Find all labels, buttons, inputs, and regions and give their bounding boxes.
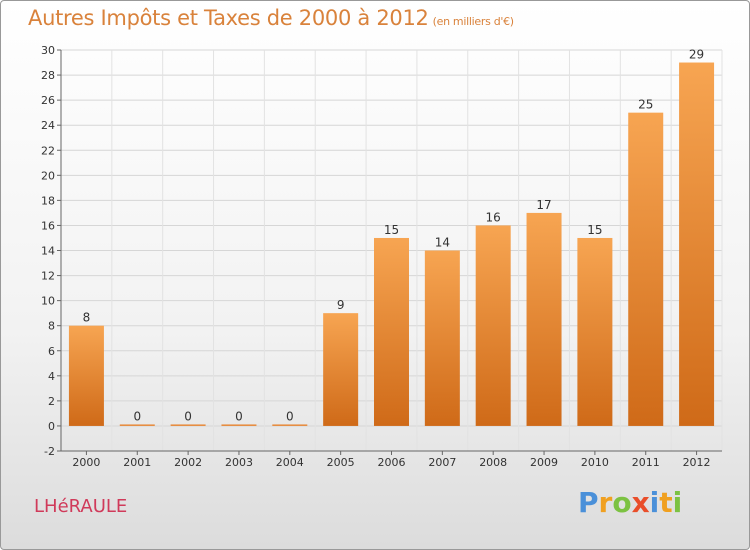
bar-2008 bbox=[475, 225, 511, 426]
logo-letter: i bbox=[649, 486, 660, 519]
bar-2006 bbox=[374, 237, 409, 426]
value-label-2011: 25 bbox=[638, 98, 653, 112]
y-tick-label: 6 bbox=[48, 345, 55, 358]
location-label: LHéRAULE bbox=[34, 496, 128, 517]
logo-letter: o bbox=[612, 486, 632, 519]
x-axis: 2000 2001 2002 2003 2004 2005 2006 2007 2008 2009… bbox=[61, 450, 722, 469]
bar-2002 bbox=[170, 424, 206, 426]
proxiti-logo: Proxiti bbox=[578, 486, 682, 519]
logo-letter: x bbox=[631, 486, 650, 519]
value-label-2010: 15 bbox=[587, 223, 602, 237]
bar-2010 bbox=[577, 237, 613, 426]
bar-2007 bbox=[424, 250, 460, 426]
y-tick-label: 28 bbox=[41, 69, 55, 82]
chart-unit: (en milliers d'€) bbox=[432, 15, 514, 28]
value-label-2004: 0 bbox=[286, 409, 294, 423]
bars bbox=[68, 62, 715, 426]
value-label-2009: 17 bbox=[536, 198, 551, 212]
y-tick-label: -2 bbox=[44, 445, 55, 458]
x-tick-label: 2002 bbox=[174, 456, 202, 469]
bar-2003 bbox=[221, 424, 257, 426]
x-tick-label: 2010 bbox=[581, 456, 609, 469]
bar-2005 bbox=[323, 313, 359, 426]
value-label-2008: 16 bbox=[486, 210, 501, 224]
logo-letter: i bbox=[672, 486, 683, 519]
y-tick-label: 20 bbox=[41, 169, 55, 182]
logo-letter: t bbox=[659, 486, 673, 519]
bar-2012 bbox=[679, 62, 715, 426]
value-label-2007: 14 bbox=[435, 236, 450, 250]
chart-title: Autres Impôts et Taxes de 2000 à 2012 (en… bbox=[28, 6, 514, 30]
value-label-2012: 29 bbox=[689, 48, 704, 62]
value-label-2005: 9 bbox=[337, 298, 345, 312]
y-tick-label: 18 bbox=[41, 194, 55, 207]
y-tick-label: 30 bbox=[41, 44, 55, 57]
x-tick-label: 2007 bbox=[428, 456, 456, 469]
y-tick-label: 16 bbox=[41, 219, 55, 232]
y-tick-label: 8 bbox=[48, 320, 55, 333]
value-label-2001: 0 bbox=[133, 409, 141, 423]
y-tick-label: 0 bbox=[48, 420, 55, 433]
x-tick-label: 2009 bbox=[530, 456, 558, 469]
data-labels: 8 0 0 0 0 9 15 14 16 17 15 25 29 bbox=[83, 48, 705, 424]
x-tick-label: 2004 bbox=[276, 456, 304, 469]
y-tick-label: 4 bbox=[48, 370, 55, 383]
y-tick-label: 10 bbox=[41, 295, 55, 308]
bar-2000 bbox=[68, 325, 104, 426]
value-label-2003: 0 bbox=[235, 409, 243, 423]
y-tick-label: 22 bbox=[41, 144, 55, 157]
logo-letter: P bbox=[578, 486, 599, 519]
value-label-2002: 0 bbox=[184, 409, 192, 423]
y-tick-label: 2 bbox=[48, 395, 55, 408]
y-tick-label: 24 bbox=[41, 119, 55, 132]
x-tick-label: 2005 bbox=[327, 456, 355, 469]
logo-letter: r bbox=[598, 486, 613, 519]
chart-title-text: Autres Impôts et Taxes de 2000 à 2012 bbox=[28, 6, 429, 30]
bar-2004 bbox=[272, 424, 308, 426]
x-tick-label: 2011 bbox=[632, 456, 660, 469]
value-label-2000: 8 bbox=[83, 311, 91, 325]
x-tick-label: 2000 bbox=[72, 456, 100, 469]
y-tick-label: 26 bbox=[41, 94, 55, 107]
bar-2011 bbox=[628, 112, 664, 426]
x-tick-label: 2001 bbox=[123, 456, 151, 469]
y-tick-label: 12 bbox=[41, 270, 55, 283]
bar-2009 bbox=[526, 212, 562, 426]
x-tick-label: 2012 bbox=[683, 456, 711, 469]
value-label-2006: 15 bbox=[384, 223, 399, 237]
x-tick-label: 2003 bbox=[225, 456, 253, 469]
y-tick-label: 14 bbox=[41, 245, 55, 258]
x-tick-label: 2008 bbox=[479, 456, 507, 469]
x-tick-label: 2006 bbox=[378, 456, 406, 469]
bar-2001 bbox=[119, 424, 155, 426]
